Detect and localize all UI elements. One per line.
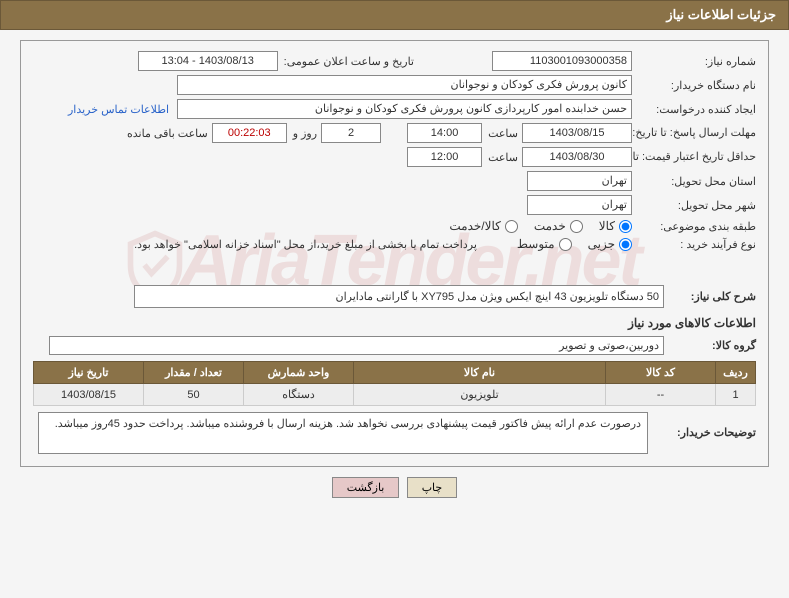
days-left-field: 2 bbox=[321, 123, 381, 143]
price-valid-time: 12:00 bbox=[407, 147, 482, 167]
radio-goods-label: کالا bbox=[599, 219, 615, 233]
th-qty: تعداد / مقدار bbox=[144, 362, 244, 384]
group-field: دوربین،صوتی و تصویر bbox=[49, 336, 664, 355]
price-valid-time-label: ساعت bbox=[488, 151, 518, 164]
buyer-notes-box: درصورت عدم ارائه پیش فاکتور قیمت پیشنهاد… bbox=[38, 412, 648, 454]
province-label: استان محل تحویل: bbox=[638, 175, 756, 188]
back-button[interactable]: بازگشت bbox=[332, 477, 400, 498]
goods-section-title: اطلاعات کالاهای مورد نیاز bbox=[33, 316, 756, 330]
reply-deadline-label: مهلت ارسال پاسخ: تا تاریخ: bbox=[638, 128, 756, 139]
reply-time-label: ساعت bbox=[488, 127, 518, 140]
city-label: شهر محل تحویل: bbox=[638, 199, 756, 212]
th-date: تاریخ نیاز bbox=[34, 362, 144, 384]
cell-unit: دستگاه bbox=[244, 384, 354, 406]
process-note: پرداخت تمام یا بخشی از مبلغ خرید،از محل … bbox=[134, 238, 477, 251]
category-label: طبقه بندی موضوعی: bbox=[638, 220, 756, 233]
th-unit: واحد شمارش bbox=[244, 362, 354, 384]
radio-medium[interactable] bbox=[559, 238, 572, 251]
city-field: تهران bbox=[527, 195, 632, 215]
need-number-field: 1103001093000358 bbox=[492, 51, 632, 71]
remain-label: ساعت باقی مانده bbox=[127, 127, 208, 140]
requester-label: ایجاد کننده درخواست: bbox=[638, 103, 756, 116]
group-label: گروه کالا: bbox=[670, 339, 756, 352]
time-left-field: 00:22:03 bbox=[212, 123, 287, 143]
summary-box: 50 دستگاه تلویزیون 43 اینچ ایکس ویژن مدل… bbox=[134, 285, 664, 308]
radio-small[interactable] bbox=[619, 238, 632, 251]
price-valid-date: 1403/08/30 bbox=[522, 147, 632, 167]
need-number-label: شماره نیاز: bbox=[638, 55, 756, 68]
province-field: تهران bbox=[527, 171, 632, 191]
price-valid-label: حداقل تاریخ اعتبار قیمت: تا تاریخ: bbox=[638, 152, 756, 163]
th-code: کد کالا bbox=[606, 362, 716, 384]
cell-qty: 50 bbox=[144, 384, 244, 406]
process-label: نوع فرآیند خرید : bbox=[638, 238, 756, 251]
reply-time-field: 14:00 bbox=[407, 123, 482, 143]
buyer-contact-link[interactable]: اطلاعات تماس خریدار bbox=[68, 103, 169, 116]
goods-table: ردیف کد کالا نام کالا واحد شمارش تعداد /… bbox=[33, 361, 756, 406]
cell-date: 1403/08/15 bbox=[34, 384, 144, 406]
summary-label: شرح کلی نیاز: bbox=[670, 290, 756, 303]
radio-both-label: کالا/خدمت bbox=[449, 219, 500, 233]
buyer-notes-label: توضیحات خریدار: bbox=[656, 412, 756, 439]
announce-label: تاریخ و ساعت اعلان عمومی: bbox=[284, 55, 414, 68]
announce-field: 1403/08/13 - 13:04 bbox=[138, 51, 278, 71]
th-name: نام کالا bbox=[354, 362, 606, 384]
cell-name: تلویزیون bbox=[354, 384, 606, 406]
panel-title: جزئیات اطلاعات نیاز bbox=[666, 7, 776, 22]
panel-header: جزئیات اطلاعات نیاز bbox=[0, 0, 789, 30]
radio-both[interactable] bbox=[505, 220, 518, 233]
th-row: ردیف bbox=[716, 362, 756, 384]
radio-goods[interactable] bbox=[619, 220, 632, 233]
reply-date-field: 1403/08/15 bbox=[522, 123, 632, 143]
cell-code: -- bbox=[606, 384, 716, 406]
print-button[interactable]: چاپ bbox=[407, 477, 458, 498]
radio-service-label: خدمت bbox=[534, 219, 566, 233]
days-and-label: روز و bbox=[293, 127, 317, 140]
radio-medium-label: متوسط bbox=[517, 237, 555, 251]
requester-field: حسن خدابنده امور کارپردازی کانون پرورش ف… bbox=[177, 99, 632, 119]
buyer-org-label: نام دستگاه خریدار: bbox=[638, 79, 756, 92]
radio-service[interactable] bbox=[570, 220, 583, 233]
radio-small-label: جزیی bbox=[588, 237, 615, 251]
cell-row: 1 bbox=[716, 384, 756, 406]
buyer-org-field: کانون پرورش فکری کودکان و نوجوانان bbox=[177, 75, 632, 95]
main-panel: شماره نیاز: 1103001093000358 تاریخ و ساع… bbox=[20, 40, 769, 467]
table-row: 1 -- تلویزیون دستگاه 50 1403/08/15 bbox=[34, 384, 756, 406]
